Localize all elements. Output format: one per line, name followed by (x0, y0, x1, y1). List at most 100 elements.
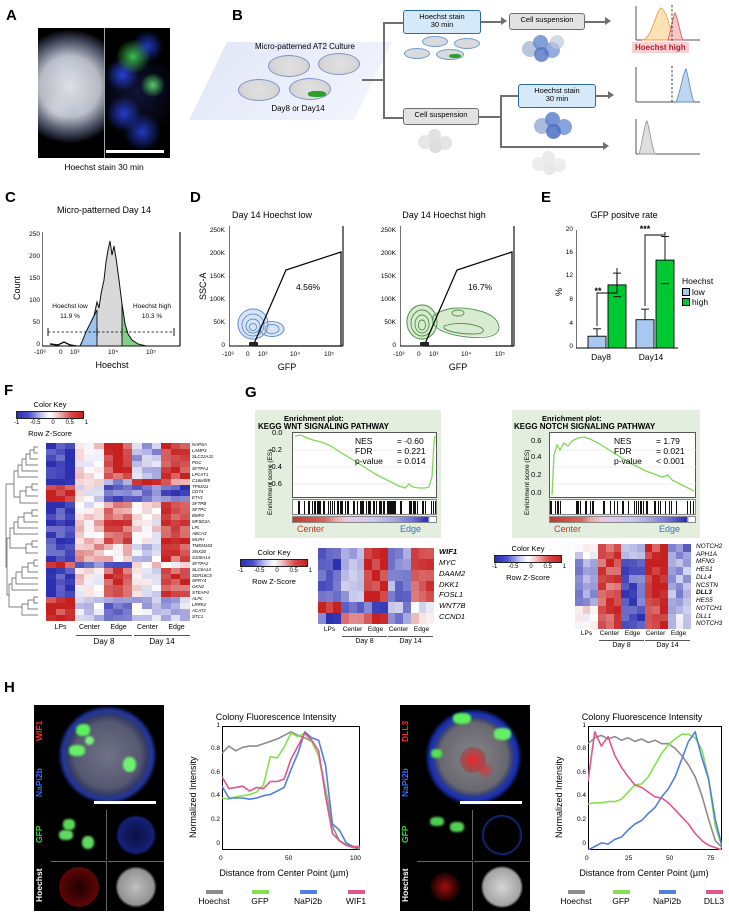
heatmap-cell (142, 615, 152, 621)
heatmap-cell (652, 590, 661, 599)
heatmap-cell (74, 460, 85, 467)
heatmap-cell (94, 520, 104, 527)
heatmap-cell (590, 559, 599, 568)
heatmap-cell (84, 472, 94, 479)
heatmap-cell (84, 597, 94, 604)
heatmap-cell (55, 514, 66, 521)
heatmap-cell (683, 598, 691, 606)
gsea-hit-tick (341, 501, 343, 514)
gr-day14-rule (645, 640, 690, 641)
heatmap-cell (667, 559, 676, 568)
heatmap-cell (65, 549, 75, 556)
gsea-hit-tick (622, 501, 624, 514)
heatmap-cell (132, 615, 142, 621)
h-right-ytick-0.2: 0.2 (576, 816, 586, 823)
panel-d-left-xtick-1: 0 (246, 351, 250, 358)
h-right-legend-dll3: DLL3 (703, 896, 725, 906)
heatmap-cell (94, 454, 104, 461)
heatmap-cell (132, 443, 142, 449)
plate-well (289, 78, 331, 100)
heatmap-cell (372, 580, 380, 592)
heatmap-cell (325, 591, 334, 603)
heatmap-cell (644, 544, 653, 552)
panel-c-xtick-2: 10³ (70, 349, 80, 356)
gene-label: NAPSA (192, 442, 207, 447)
heatmap-cell (113, 502, 123, 509)
heatmap-cell (55, 520, 66, 527)
heatmap-cell (74, 555, 85, 562)
heatmap-cell (103, 502, 114, 509)
gsea-hit-tick (693, 501, 694, 514)
heatmap-cell (103, 478, 114, 485)
heatmap-cell (46, 448, 56, 455)
gsea-hit-tick (340, 501, 342, 514)
heatmap-cell (410, 558, 419, 570)
panel-f-group-c14: Center (136, 624, 158, 631)
gsea-hit-tick (560, 501, 562, 514)
gl-day14-label: Day 14 (399, 638, 422, 645)
heatmap-cell (590, 605, 599, 614)
heatmap-cell (122, 615, 133, 621)
heatmap-cell (142, 526, 152, 532)
flow-histogram-hoechst-high (630, 4, 702, 44)
heatmap-cell (132, 520, 142, 527)
gsea-hit-tick (416, 501, 418, 514)
heatmap-cell (84, 532, 94, 538)
heatmap-cell (410, 613, 419, 624)
heatmap-cell (55, 502, 66, 509)
gsea-left-edge-label: Edge (400, 524, 422, 534)
panel-f-day8-rule (76, 635, 132, 636)
heatmap-cell (74, 567, 85, 574)
heatmap-cell (170, 585, 181, 592)
heatmap-cell (636, 551, 645, 560)
h-right-legend-gfp: GFP (612, 896, 630, 906)
heatmap-cell (84, 549, 94, 556)
heatmap-cell (46, 454, 56, 461)
heatmap-cell (103, 603, 114, 610)
heatmap-cell (46, 567, 56, 574)
heatmap-cell (341, 580, 349, 592)
heatmap-cell (418, 548, 427, 559)
panel-e-ytick-0: 0 (569, 343, 573, 350)
heatmap-cell (132, 508, 142, 515)
gsea-hit-tick (579, 501, 581, 514)
gl-day8-label: Day 8 (355, 638, 374, 645)
heatmap-cell (55, 448, 66, 455)
heatmap-cell (103, 591, 114, 598)
heatmap-cell (395, 580, 404, 592)
gsea-right-colorkey-sub: Row Z-Score (506, 573, 550, 582)
heatmap-cell (74, 573, 85, 580)
panel-d-right-gate-pct: 16.7% (468, 282, 493, 292)
gr-group-c14: Center (645, 630, 666, 637)
gsea-hit-tick (352, 501, 354, 514)
heatmap-cell (644, 605, 653, 614)
heatmap-cell (84, 567, 94, 574)
heatmap-cell (161, 460, 171, 467)
heatmap-cell (46, 478, 56, 485)
heatmap-cell (598, 551, 606, 560)
panel-e-letter: E (541, 189, 552, 206)
gsea-left-ytick-2: -0.4 (269, 462, 282, 471)
gsea-hit-tick (347, 501, 349, 514)
heatmap-cell (613, 582, 622, 591)
heatmap-cell (74, 508, 85, 515)
gene-label: DAAM2 (439, 568, 466, 578)
heatmap-cell (675, 567, 684, 575)
heatmap-cell (65, 555, 75, 562)
heatmap-cell (356, 569, 365, 581)
connector-to-top-box (383, 22, 403, 24)
heatmap-cell (94, 585, 104, 592)
h-left-xlabel: Distance from Center Point (µm) (219, 868, 349, 878)
heatmap-cell (142, 460, 152, 467)
heatmap-cell (151, 561, 162, 568)
heatmap-cell (65, 609, 75, 616)
heatmap-cell (65, 496, 75, 503)
h-right-ytick-0.0: 0 (582, 840, 586, 847)
heatmap-cell (161, 508, 171, 515)
heatmap-cell (113, 591, 123, 598)
gsea-hit-tick (387, 501, 388, 514)
gr-group-e14: Edge (670, 630, 687, 637)
heatmap-cell (122, 508, 133, 515)
heatmap-cell (151, 472, 162, 479)
heatmap-cell (575, 544, 583, 552)
